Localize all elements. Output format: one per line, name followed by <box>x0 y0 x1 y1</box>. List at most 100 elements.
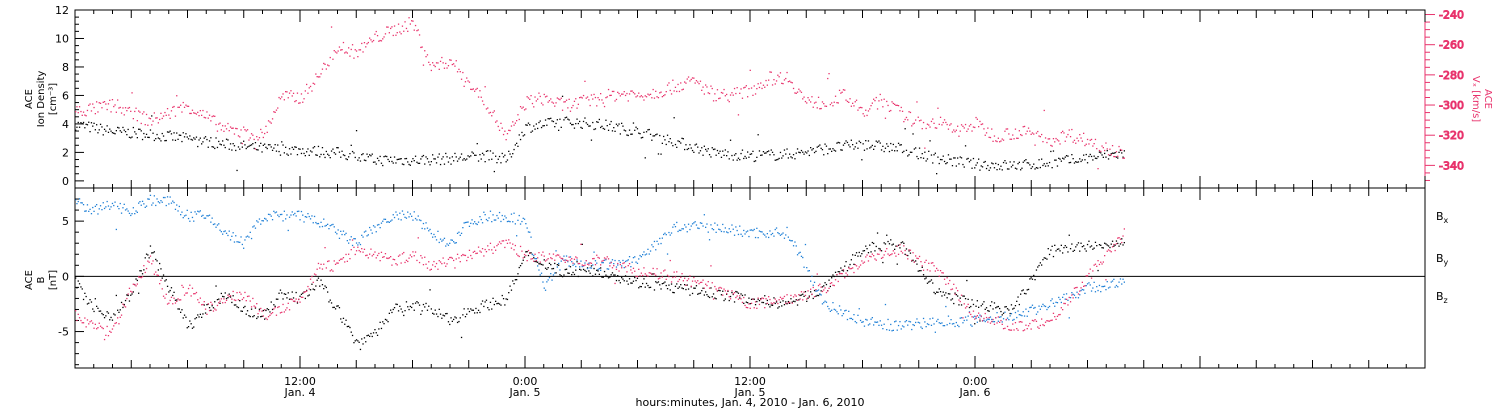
b-bx-point <box>253 315 255 317</box>
b-bz-point <box>157 274 159 277</box>
b-bx-point <box>489 301 492 303</box>
b-bx-point <box>1100 244 1102 246</box>
b-bx-point <box>428 305 430 307</box>
velocity-point <box>712 100 715 102</box>
velocity-point <box>602 102 604 104</box>
b-bx-point <box>766 299 768 302</box>
density-point <box>770 149 772 151</box>
density-point <box>89 131 91 133</box>
b-by-point <box>821 303 824 305</box>
b-by-point <box>737 233 740 236</box>
b-by-point <box>106 200 108 203</box>
b-bz-point <box>358 249 360 252</box>
b-bz-point <box>428 261 430 263</box>
b-bz-point <box>840 272 842 275</box>
b-by-point <box>462 227 464 229</box>
density-point <box>724 149 726 151</box>
velocity-point <box>590 94 593 96</box>
b-bx-point <box>202 313 204 315</box>
velocity-point <box>787 81 789 83</box>
b-bz-point <box>78 317 81 319</box>
b-by-point <box>598 267 600 270</box>
velocity-point <box>720 91 723 94</box>
b-bz-point <box>836 274 838 276</box>
b-by-point <box>199 210 201 212</box>
b-bx-point <box>180 311 182 313</box>
b-bz-point <box>777 302 779 305</box>
velocity-point <box>800 91 803 93</box>
b-by-point <box>421 227 423 230</box>
b-bx-point <box>792 300 795 302</box>
density-point <box>131 136 133 138</box>
b-by-point <box>1083 289 1085 291</box>
b-by-point <box>807 270 809 272</box>
b-by-point <box>790 240 792 242</box>
b-bx-point <box>699 292 702 294</box>
b-bx-point <box>610 274 612 276</box>
velocity-point <box>592 98 594 100</box>
b-by-point <box>512 221 514 223</box>
b-by-point <box>282 220 284 222</box>
b-by-point <box>361 234 363 236</box>
density-point <box>302 148 304 150</box>
velocity-point <box>715 100 717 102</box>
b-bz-point <box>248 295 250 297</box>
velocity-point <box>329 56 331 59</box>
b-bx-point <box>208 307 211 309</box>
b-by-point <box>953 322 955 325</box>
velocity-point <box>1044 137 1047 139</box>
b-bz-point <box>412 251 414 253</box>
b-bx-point <box>1065 246 1068 248</box>
velocity-point <box>443 67 446 69</box>
velocity-point <box>628 93 631 95</box>
b-bx-point <box>288 298 291 300</box>
density-point <box>567 118 569 120</box>
b-bx-point <box>201 316 203 318</box>
b-bz-point <box>495 249 497 251</box>
b-bz-point <box>911 259 913 262</box>
velocity-point <box>1016 137 1018 139</box>
b-bz-point <box>181 284 183 287</box>
velocity-point <box>1109 148 1111 150</box>
b-bz-point <box>250 306 253 308</box>
b-bz-point <box>241 298 243 301</box>
velocity-point <box>892 102 894 105</box>
b-bz-point <box>190 295 192 297</box>
b-bx-point <box>636 277 639 279</box>
density-point <box>93 122 95 124</box>
b-by-point <box>664 232 666 234</box>
b-by-point <box>761 231 763 233</box>
velocity-point <box>185 104 187 106</box>
density-point <box>618 123 620 125</box>
velocity-point <box>367 41 369 44</box>
density-point <box>386 155 388 158</box>
velocity-point <box>222 125 224 127</box>
velocity-point <box>964 123 967 126</box>
b-bz-point <box>388 257 390 259</box>
b-by-point <box>466 221 468 223</box>
b-bz-point <box>785 302 787 305</box>
b-by-point <box>656 240 658 242</box>
b-bx-point <box>1071 243 1073 245</box>
b-bx-point <box>126 294 128 296</box>
density-point <box>634 129 636 131</box>
b-by-point <box>420 219 422 222</box>
b-bx-point <box>412 303 414 305</box>
b-bz-point <box>1017 329 1019 331</box>
b-by-point <box>815 290 817 292</box>
velocity-point <box>888 110 891 112</box>
b-by-point <box>266 220 268 222</box>
b-bz-point <box>228 295 230 298</box>
b-by-point <box>257 221 259 223</box>
b-bz-point <box>905 254 908 256</box>
b-bz-point <box>559 256 561 258</box>
density-point <box>779 151 782 154</box>
b-bx-point <box>216 299 219 301</box>
density-point <box>338 151 341 153</box>
b-by-point <box>600 269 602 271</box>
density-point <box>118 127 120 129</box>
b-by-point <box>370 229 372 231</box>
b-by-point <box>243 247 245 249</box>
b-bz-point <box>342 257 345 259</box>
